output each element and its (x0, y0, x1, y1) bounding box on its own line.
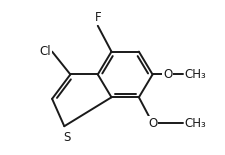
Text: CH₃: CH₃ (184, 68, 205, 81)
Text: Cl: Cl (39, 45, 50, 58)
Text: F: F (94, 11, 101, 24)
Text: S: S (63, 131, 71, 144)
Text: O: O (147, 117, 157, 130)
Text: O: O (162, 68, 172, 81)
Text: CH₃: CH₃ (184, 117, 205, 130)
